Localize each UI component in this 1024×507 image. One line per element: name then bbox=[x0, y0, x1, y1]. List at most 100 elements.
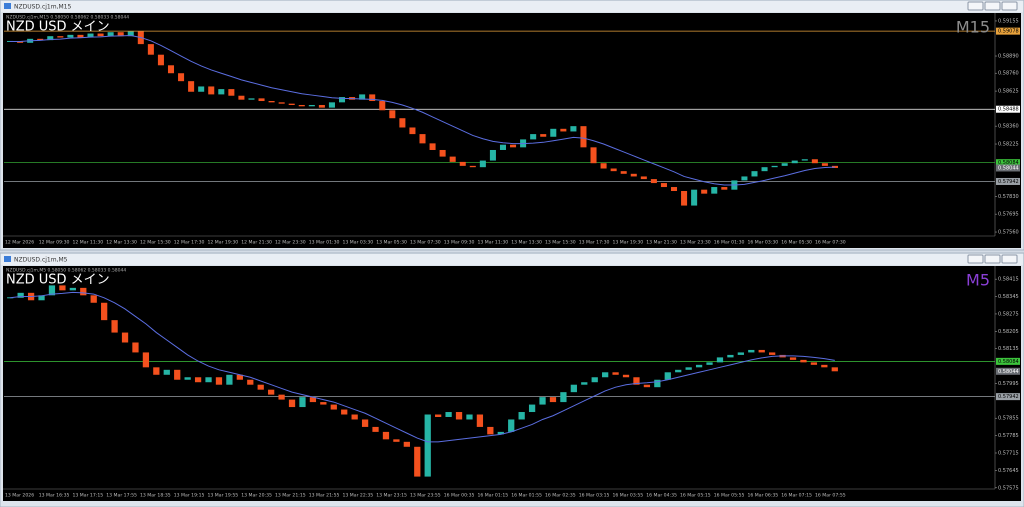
candle bbox=[218, 89, 225, 95]
candle bbox=[215, 377, 223, 385]
candle bbox=[299, 397, 306, 408]
candle bbox=[393, 439, 400, 442]
candle bbox=[800, 359, 807, 363]
candle bbox=[77, 34, 84, 38]
close-button[interactable] bbox=[1001, 1, 1018, 11]
maximize-button[interactable] bbox=[984, 254, 1001, 264]
chart-title: NZD USD メイン bbox=[6, 20, 110, 35]
candle bbox=[361, 419, 369, 427]
x-tick-label: 16 Mar 07:15 bbox=[781, 493, 812, 499]
x-tick-label: 13 Mar 17:30 bbox=[579, 240, 610, 246]
x-tick-label: 13 Mar 05:30 bbox=[376, 240, 407, 246]
candle bbox=[581, 382, 588, 385]
y-tick-label: 0.57785 bbox=[998, 433, 1019, 439]
candle bbox=[670, 187, 678, 192]
y-tick-label: 0.58275 bbox=[998, 311, 1019, 317]
candle bbox=[620, 171, 627, 174]
candle bbox=[69, 287, 76, 291]
candle bbox=[226, 374, 233, 385]
candle bbox=[101, 302, 108, 321]
candle bbox=[530, 134, 537, 140]
minimize-button[interactable] bbox=[967, 254, 984, 264]
x-tick-label: 16 Mar 01:30 bbox=[714, 240, 745, 246]
candle bbox=[17, 41, 24, 43]
y-tick-label: 0.58205 bbox=[998, 329, 1019, 335]
x-tick-label: 13 Mar 09:30 bbox=[444, 240, 475, 246]
candle bbox=[831, 165, 838, 168]
maximize-button[interactable] bbox=[984, 1, 1001, 11]
candle bbox=[278, 102, 285, 104]
moving-average bbox=[10, 35, 835, 186]
candle bbox=[268, 101, 275, 103]
candle bbox=[107, 32, 114, 37]
candle bbox=[59, 285, 66, 291]
candle bbox=[570, 384, 577, 393]
candle bbox=[810, 362, 818, 365]
x-tick-label: 13 Mar 23:30 bbox=[680, 240, 711, 246]
x-tick-label: 13 Mar 19:30 bbox=[613, 240, 644, 246]
candle bbox=[205, 377, 212, 383]
candle bbox=[257, 384, 264, 390]
x-tick-label: 13 Mar 17:15 bbox=[73, 493, 104, 499]
candle bbox=[737, 352, 744, 355]
x-tick-label: 13 Mar 07:30 bbox=[410, 240, 441, 246]
x-tick-label: 16 Mar 05:55 bbox=[714, 493, 745, 499]
x-tick-label: 12 Mar 23:30 bbox=[275, 240, 306, 246]
candle bbox=[549, 397, 557, 403]
candle bbox=[198, 86, 205, 92]
candle bbox=[701, 189, 708, 194]
candle bbox=[711, 187, 718, 194]
candle bbox=[318, 104, 325, 108]
candle bbox=[455, 412, 463, 420]
candle bbox=[570, 126, 577, 132]
x-tick-label: 16 Mar 04:35 bbox=[646, 493, 677, 499]
candle bbox=[57, 36, 64, 38]
candle bbox=[288, 103, 295, 105]
candle bbox=[142, 352, 150, 368]
candle bbox=[97, 33, 104, 37]
candle bbox=[445, 412, 452, 417]
candle bbox=[330, 404, 337, 410]
candle bbox=[831, 367, 838, 372]
candle bbox=[821, 163, 828, 166]
minimize-button[interactable] bbox=[967, 1, 984, 11]
y-tick-label: 0.58415 bbox=[998, 277, 1019, 283]
candle bbox=[791, 160, 798, 164]
price-box bbox=[996, 393, 1020, 401]
candle bbox=[268, 389, 275, 395]
candle bbox=[640, 176, 647, 180]
candle bbox=[208, 86, 215, 95]
y-tick-label: 0.57645 bbox=[998, 468, 1019, 474]
candle bbox=[771, 165, 778, 168]
title-bar bbox=[1, 254, 1023, 265]
candle bbox=[188, 81, 195, 92]
x-tick-label: 13 Mar 22:35 bbox=[343, 493, 374, 499]
candle bbox=[518, 412, 525, 420]
candle bbox=[111, 320, 118, 333]
candle bbox=[781, 163, 788, 166]
candle bbox=[258, 98, 265, 102]
x-tick-label: 13 Mar 2026 bbox=[5, 493, 34, 499]
price-box bbox=[996, 105, 1020, 113]
candle bbox=[499, 144, 506, 150]
candle bbox=[489, 149, 496, 161]
price-box-label: 0.58488 bbox=[998, 107, 1019, 113]
candle bbox=[153, 367, 160, 375]
close-button[interactable] bbox=[1001, 254, 1018, 264]
candle bbox=[351, 414, 358, 420]
price-box bbox=[996, 159, 1020, 167]
candle bbox=[466, 414, 473, 420]
candle bbox=[622, 374, 630, 378]
candle bbox=[479, 160, 486, 168]
candle bbox=[399, 118, 406, 128]
candle bbox=[469, 165, 476, 168]
x-tick-label: 13 Mar 23:55 bbox=[410, 493, 441, 499]
candle bbox=[600, 163, 607, 169]
candle bbox=[476, 414, 484, 427]
price-box-label: 0.57942 bbox=[998, 179, 1019, 185]
candle bbox=[695, 364, 703, 368]
y-tick-label: 0.57995 bbox=[998, 381, 1019, 387]
y-tick-label: 0.57715 bbox=[998, 450, 1019, 456]
price-box bbox=[996, 357, 1020, 365]
